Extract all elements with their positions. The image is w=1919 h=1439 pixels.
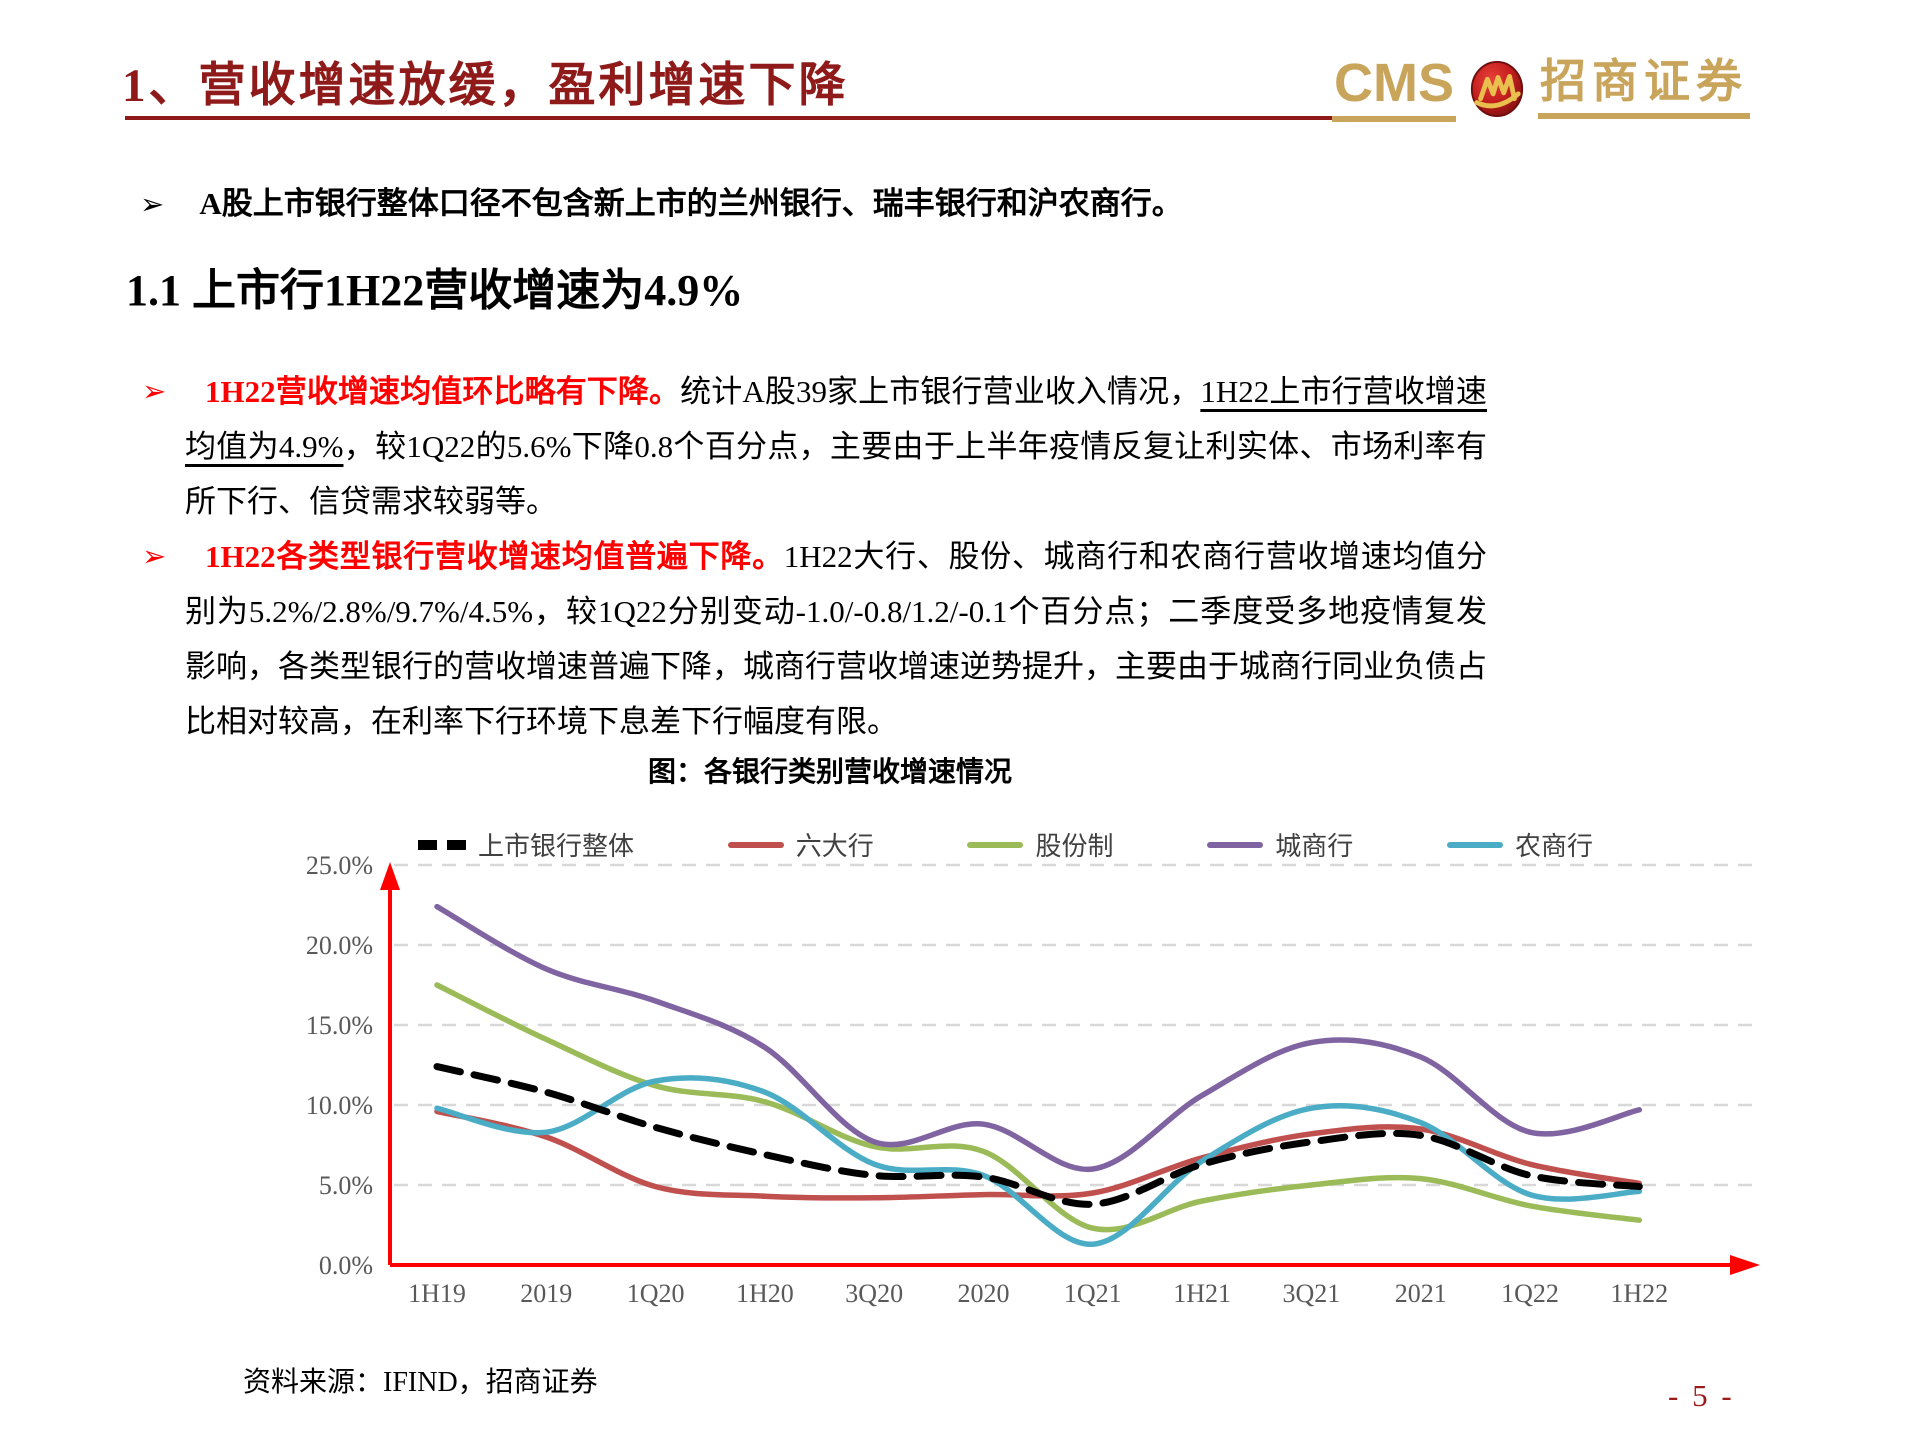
bullet-arrow-icon: ➢ [140, 187, 165, 221]
data-source-note: 资料来源：IFIND，招商证券 [243, 1367, 598, 1398]
x-axis-arrow [1730, 1255, 1760, 1275]
x-tick-label: 2021 [1395, 1279, 1447, 1308]
cms-red-circle-m-icon [1470, 60, 1524, 118]
section-heading: 1.1 上市行1H22营收增速为4.9% [126, 266, 744, 315]
title-divider [125, 116, 1437, 120]
legend-item-3: 城商行 [1207, 826, 1353, 863]
bullet-2-post: 1H22大行、股份、城商行和农商行营收增速均值分别为5.2%/2.8%/9.7%… [185, 539, 1487, 739]
y-tick-label: 5.0% [319, 1171, 373, 1200]
x-tick-label: 3Q20 [845, 1279, 903, 1308]
bullet-1-lead: 1H22营收增速均值环比略有下降。 [205, 374, 681, 409]
legend-item-2: 股份制 [967, 826, 1113, 863]
x-tick-label: 3Q21 [1283, 1279, 1341, 1308]
x-tick-label: 1H19 [408, 1279, 466, 1308]
legend-label-0: 上市银行整体 [478, 832, 635, 861]
page-number: - 5 - [1668, 1378, 1735, 1413]
series-line-1 [434, 1108, 1643, 1201]
x-tick-label: 1Q21 [1064, 1279, 1122, 1308]
x-tick-label: 2020 [958, 1279, 1010, 1308]
legend-swatch-4 [1446, 841, 1503, 848]
chart-title: 图：各银行类别营收增速情况 [647, 757, 1012, 788]
bullet-1-underlined: 1H22上市行营收增速均值为4.9% [185, 374, 1487, 464]
bullet-1-pre: 统计A股39家上市银行营业收入情况， [680, 374, 1201, 409]
bullet-2-lead: 1H22各类型银行营收增速均值普遍下降。 [205, 539, 784, 574]
bullet-paragraph-2-text: 1H22各类型银行营收增速均值普遍下降。1H22大行、股份、城商行和农商行营收增… [185, 529, 1487, 749]
legend-item-0: 上市银行整体 [418, 826, 634, 863]
x-tick-label: 2019 [520, 1279, 572, 1308]
x-tick-label: 1Q22 [1501, 1279, 1559, 1308]
x-tick-label: 1H20 [736, 1279, 794, 1308]
chart-legend: 上市银行整体 六大行 股份制 城商行 农商行 [418, 826, 1593, 863]
y-tick-label: 20.0% [306, 931, 373, 960]
bullet-arrow-icon: ➢ [142, 374, 167, 408]
page-title: 1、营收增速放缓，盈利增速下降 [122, 60, 849, 112]
y-tick-label: 0.0% [319, 1251, 373, 1280]
bullet-paragraph-2: ➢ 1H22各类型银行营收增速均值普遍下降。1H22大行、股份、城商行和农商行营… [142, 529, 1487, 749]
bullet-1-post: ，较1Q22的5.6%下降0.8个百分点，主要由于上半年疫情反复让利实体、市场利… [185, 429, 1487, 519]
legend-item-4: 农商行 [1446, 826, 1593, 863]
series-line-3 [434, 903, 1643, 1172]
legend-swatch-0 [418, 839, 466, 850]
revenue-growth-line-chart: 25.0% 20.0% 15.0% 10.0% 5.0% 0.0% 1H19 2019 1Q20… [306, 851, 1760, 1308]
cms-logo-text: CMS [1332, 56, 1456, 122]
series-line-4 [434, 1075, 1643, 1247]
legend-label-1: 六大行 [795, 832, 874, 861]
intro-bullet-text: A股上市银行整体口径不包含新上市的兰州银行、瑞丰银行和沪农商行。 [199, 186, 1183, 221]
legend-swatch-2 [967, 841, 1024, 848]
legend-label-4: 农商行 [1514, 832, 1593, 861]
intro-bullet: ➢ A股上市银行整体口径不包含新上市的兰州银行、瑞丰银行和沪农商行。 [140, 178, 1640, 223]
y-tick-label: 15.0% [306, 1011, 373, 1040]
series-line-2 [434, 982, 1643, 1233]
bullet-paragraph-1: ➢ 1H22营收增速均值环比略有下降。统计A股39家上市银行营业收入情况，1H2… [142, 364, 1487, 529]
cms-logo-chinese-name: 招商证券 [1538, 59, 1750, 119]
legend-item-1: 六大行 [727, 826, 874, 863]
cms-logo: CMS 招商证券 [1332, 56, 1750, 122]
bullet-arrow-icon: ➢ [142, 539, 167, 573]
y-tick-label: 25.0% [306, 851, 373, 880]
legend-swatch-3 [1207, 841, 1264, 848]
legend-label-2: 股份制 [1035, 832, 1114, 861]
bullet-paragraph-1-text: 1H22营收增速均值环比略有下降。统计A股39家上市银行营业收入情况，1H22上… [185, 364, 1487, 529]
y-tick-label: 10.0% [306, 1091, 373, 1120]
x-tick-label: 1H21 [1173, 1279, 1231, 1308]
series-line-0 [433, 1063, 1643, 1208]
legend-label-3: 城商行 [1275, 832, 1354, 861]
x-tick-label: 1H22 [1610, 1279, 1668, 1308]
x-tick-label: 1Q20 [627, 1279, 685, 1308]
y-axis-arrow [380, 862, 400, 890]
legend-swatch-1 [727, 841, 784, 848]
